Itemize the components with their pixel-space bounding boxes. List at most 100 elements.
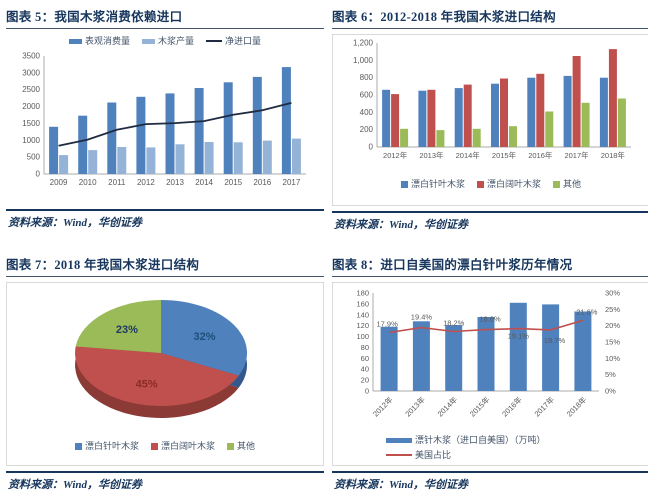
svg-text:15%: 15% xyxy=(605,338,620,347)
svg-text:2016: 2016 xyxy=(253,178,271,187)
svg-text:0: 0 xyxy=(365,387,369,396)
svg-text:2011: 2011 xyxy=(108,178,126,187)
figure-5-chart: 0 500 1000 1500 2000 2500 3000 3500 2009 2010 2011… xyxy=(22,52,306,187)
legend-item: 表观消费量 xyxy=(68,34,130,48)
svg-text:40: 40 xyxy=(361,365,369,374)
svg-text:2013: 2013 xyxy=(166,178,184,187)
svg-text:3500: 3500 xyxy=(22,52,40,61)
svg-text:1000: 1000 xyxy=(22,136,40,145)
svg-text:2012: 2012 xyxy=(137,178,155,187)
svg-text:400: 400 xyxy=(360,108,374,117)
svg-text:800: 800 xyxy=(360,73,374,82)
svg-text:21.6%: 21.6% xyxy=(576,307,598,316)
legend-item: 净进口量 xyxy=(206,34,261,48)
figure-6-source: 资料来源：Wind，华创证券 xyxy=(334,219,469,231)
figure-5-title-rule xyxy=(6,28,324,29)
figure-8-title-rule xyxy=(332,276,648,277)
svg-text:30%: 30% xyxy=(605,289,620,298)
svg-text:200: 200 xyxy=(360,125,374,134)
figure-5-title: 图表 5：我国木浆消费依赖进口 xyxy=(6,10,183,24)
svg-text:10%: 10% xyxy=(605,354,620,363)
svg-text:2015年: 2015年 xyxy=(492,150,517,160)
figure-6-panel: 图表 6：2012-2018 年我国木浆进口结构 0 200 400 600 800 1,… xyxy=(332,6,648,232)
svg-text:2012年: 2012年 xyxy=(370,394,395,419)
figure-7-legend: 漂白针叶木浆 漂白阔叶木浆 其他 xyxy=(7,439,323,453)
line-swatch-icon xyxy=(386,454,412,456)
figure-7-panel: 图表 7：2018 年我国木浆进口结构 32% 45% 23% 漂白针叶木浆 漂白阔叶… xyxy=(6,254,324,492)
svg-text:500: 500 xyxy=(27,153,41,162)
svg-text:80: 80 xyxy=(361,343,369,352)
svg-text:3000: 3000 xyxy=(22,68,40,77)
bar-swatch-icon xyxy=(68,38,82,44)
figure-6-source-rule xyxy=(332,211,648,213)
svg-text:0: 0 xyxy=(36,170,41,179)
svg-text:25%: 25% xyxy=(605,305,620,314)
svg-text:600: 600 xyxy=(360,91,374,100)
figure-8-source: 资料来源：Wind，华创证券 xyxy=(334,479,469,491)
figure-7-source-rule xyxy=(6,471,324,473)
legend-item: 漂白针叶木浆 xyxy=(400,177,465,191)
square-swatch-icon xyxy=(74,442,82,450)
figure-8-title: 图表 8：进口自美国的漂白针叶浆历年情况 xyxy=(332,258,573,272)
square-swatch-icon xyxy=(553,180,560,188)
svg-text:2000: 2000 xyxy=(22,102,40,111)
legend-item: 漂白阔叶木浆 xyxy=(150,439,215,453)
svg-text:32%: 32% xyxy=(194,331,216,343)
figure-6-legend: 漂白针叶木浆 漂白阔叶木浆 其他 xyxy=(333,177,648,191)
svg-text:1,000: 1,000 xyxy=(353,56,374,65)
svg-text:160: 160 xyxy=(356,299,369,308)
square-swatch-icon xyxy=(476,180,484,188)
svg-text:2015年: 2015年 xyxy=(467,394,492,419)
legend-item: 木浆产量 xyxy=(141,34,194,48)
figure-7-title: 图表 7：2018 年我国木浆进口结构 xyxy=(6,258,200,272)
svg-text:2013年: 2013年 xyxy=(403,394,428,419)
line-swatch-icon xyxy=(206,40,222,42)
figure-7-pie-chart: 32% 45% 23% xyxy=(75,300,248,418)
svg-text:2018年: 2018年 xyxy=(601,150,626,160)
svg-text:2018年: 2018年 xyxy=(564,394,589,419)
svg-text:60: 60 xyxy=(361,354,369,363)
svg-text:45%: 45% xyxy=(136,379,158,391)
legend-item: 美国占比 xyxy=(386,448,451,462)
figure-7-chart-box: 32% 45% 23% 漂白针叶木浆 漂白阔叶木浆 其他 xyxy=(6,282,324,466)
figure-7-title-rule xyxy=(6,276,324,277)
figure-5-panel: 图表 5：我国木浆消费依赖进口 表观消费量 木浆产量 净进口量 0 500 1000 15… xyxy=(6,6,324,232)
svg-text:2009: 2009 xyxy=(50,178,68,187)
svg-text:2016年: 2016年 xyxy=(528,150,553,160)
svg-text:19.1%: 19.1% xyxy=(508,332,530,341)
figure-7-source: 资料来源：Wind，华创证券 xyxy=(8,479,143,491)
svg-text:2014: 2014 xyxy=(195,178,213,187)
svg-text:2500: 2500 xyxy=(22,85,40,94)
figure-5-source: 资料来源：Wind，华创证券 xyxy=(8,217,143,229)
svg-text:2016年: 2016年 xyxy=(500,394,525,419)
figure-6-chart: 0 200 400 600 800 1,000 1,200 2012年 2013年 2014年 20… xyxy=(353,39,631,160)
bar-swatch-icon xyxy=(386,437,412,443)
svg-text:18.8%: 18.8% xyxy=(479,315,501,324)
svg-text:23%: 23% xyxy=(116,324,138,336)
svg-text:20: 20 xyxy=(361,376,369,385)
legend-item: 漂白针叶木浆 xyxy=(74,439,139,453)
figure-5-legend: 表观消费量 木浆产量 净进口量 xyxy=(6,34,324,48)
svg-text:2014年: 2014年 xyxy=(456,150,481,160)
figure-6-chart-box: 0 200 400 600 800 1,000 1,200 2012年 2013年 2014年 20… xyxy=(332,34,648,206)
svg-text:20%: 20% xyxy=(605,321,620,330)
figure-6-title: 图表 6：2012-2018 年我国木浆进口结构 xyxy=(332,10,556,24)
svg-text:140: 140 xyxy=(356,310,369,319)
legend-item: 其他 xyxy=(553,177,581,191)
svg-text:2013年: 2013年 xyxy=(419,150,444,160)
svg-text:2012年: 2012年 xyxy=(383,150,408,160)
figure-8-source-rule xyxy=(332,471,648,473)
svg-text:2014年: 2014年 xyxy=(435,394,460,419)
figure-5-source-rule xyxy=(6,209,324,211)
svg-text:120: 120 xyxy=(356,321,369,330)
bar-swatch-icon xyxy=(141,38,155,44)
square-swatch-icon xyxy=(227,442,234,450)
square-swatch-icon xyxy=(400,180,408,188)
svg-text:2010: 2010 xyxy=(79,178,97,187)
svg-text:0%: 0% xyxy=(605,387,616,396)
figure-5-chart-box: 表观消费量 木浆产量 净进口量 0 500 1000 1500 2000 2500 3000 35… xyxy=(6,34,324,204)
svg-text:5%: 5% xyxy=(605,370,616,379)
svg-text:1,200: 1,200 xyxy=(353,39,374,48)
